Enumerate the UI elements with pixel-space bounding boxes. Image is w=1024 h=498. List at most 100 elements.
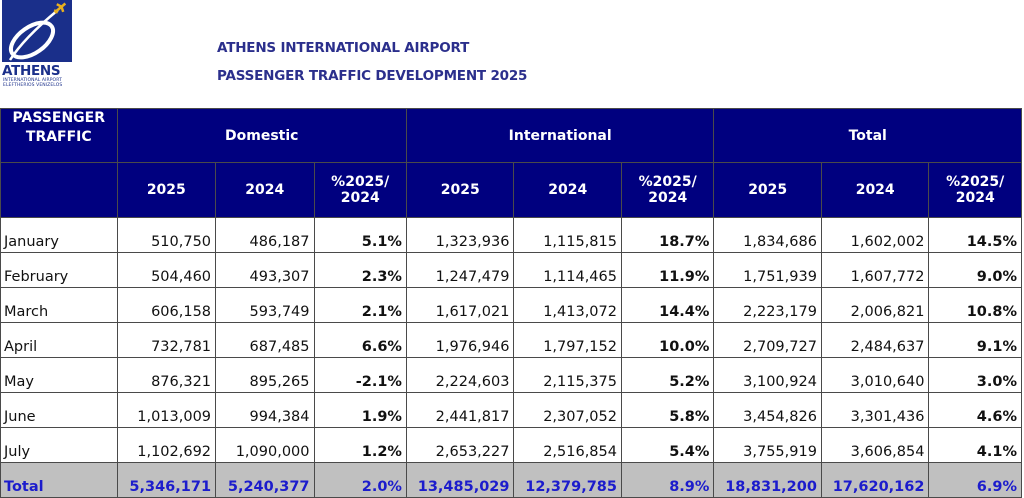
- international-2024-cell: 2,516,854: [513, 427, 622, 463]
- total-2025-cell: 3,755,919: [713, 427, 822, 463]
- group-header-row: PASSENGER TRAFFIC Domestic International…: [0, 108, 1022, 163]
- international-2025-cell: 1,247,479: [405, 252, 515, 288]
- total-2025-cell: 2,709,727: [713, 322, 822, 358]
- sub-header-row: 2025 2024 %2025/ 2024 2025 2024 %2025/ 2…: [0, 162, 1022, 218]
- table-row: June 1,013,009 994,384 1.9% 2,441,817 2,307,0…: [0, 392, 1022, 428]
- international-change-cell: 18.7%: [620, 217, 715, 253]
- total-2024-cell: 3,301,436: [820, 392, 930, 428]
- domestic-2024-cell: 687,485: [215, 322, 315, 358]
- total-2025-cell: 1,751,939: [713, 252, 822, 288]
- month-cell: Total: [0, 462, 118, 498]
- domestic-2025-cell: 606,158: [116, 287, 217, 323]
- domestic-2024-cell: 895,265: [215, 357, 315, 393]
- total-row: Total 5,346,171 5,240,377 2.0% 13,485,029 12,…: [0, 462, 1022, 498]
- sub-header-empty: [0, 162, 118, 218]
- group-header-domestic: Domestic: [116, 108, 407, 163]
- domestic-change-cell: -2.1%: [313, 357, 407, 393]
- domestic-2024-cell: 486,187: [215, 217, 315, 253]
- total-change-cell: 9.1%: [928, 322, 1022, 358]
- sub-header-international-2024: 2024: [513, 162, 622, 218]
- sub-header-total-2024: 2024: [820, 162, 930, 218]
- domestic-2025-cell: 504,460: [116, 252, 217, 288]
- table-row: April 732,781 687,485 6.6% 1,976,946 1,797,15…: [0, 322, 1022, 358]
- table-row: March 606,158 593,749 2.1% 1,617,021 1,413,07…: [0, 287, 1022, 323]
- domestic-2025-cell: 1,102,692: [116, 427, 217, 463]
- month-cell: April: [0, 322, 118, 358]
- corner-header: PASSENGER TRAFFIC: [0, 108, 118, 163]
- month-cell: March: [0, 287, 118, 323]
- total-2024-cell: 17,620,162: [820, 462, 930, 498]
- sub-header-domestic-pct: %2025/ 2024: [313, 162, 407, 218]
- passenger-traffic-table: PASSENGER TRAFFIC Domestic International…: [0, 108, 1022, 498]
- domestic-2024-cell: 994,384: [215, 392, 315, 428]
- total-change-cell: 10.8%: [928, 287, 1022, 323]
- domestic-2025-cell: 732,781: [116, 322, 217, 358]
- domestic-change-cell: 5.1%: [313, 217, 407, 253]
- total-2025-cell: 3,100,924: [713, 357, 822, 393]
- month-cell: February: [0, 252, 118, 288]
- domestic-change-cell: 2.0%: [313, 462, 407, 498]
- international-change-cell: 14.4%: [620, 287, 715, 323]
- table-row: May 876,321 895,265 -2.1% 2,224,603 2,115,375…: [0, 357, 1022, 393]
- total-2025-cell: 1,834,686: [713, 217, 822, 253]
- total-2024-cell: 2,484,637: [820, 322, 930, 358]
- total-change-cell: 14.5%: [928, 217, 1022, 253]
- international-2024-cell: 1,115,815: [513, 217, 622, 253]
- total-change-cell: 3.0%: [928, 357, 1022, 393]
- sub-header-international-pct: %2025/ 2024: [620, 162, 715, 218]
- international-change-cell: 11.9%: [620, 252, 715, 288]
- international-2024-cell: 12,379,785: [513, 462, 622, 498]
- domestic-2025-cell: 1,013,009: [116, 392, 217, 428]
- sub-header-domestic-2025: 2025: [116, 162, 217, 218]
- sub-header-domestic-2024: 2024: [215, 162, 315, 218]
- domestic-change-cell: 1.2%: [313, 427, 407, 463]
- domestic-2024-cell: 1,090,000: [215, 427, 315, 463]
- total-2024-cell: 1,602,002: [820, 217, 930, 253]
- table-row: February 504,460 493,307 2.3% 1,247,479 1,114…: [0, 252, 1022, 288]
- international-2024-cell: 2,115,375: [513, 357, 622, 393]
- domestic-change-cell: 1.9%: [313, 392, 407, 428]
- total-2025-cell: 18,831,200: [713, 462, 822, 498]
- international-change-cell: 5.8%: [620, 392, 715, 428]
- international-2025-cell: 13,485,029: [405, 462, 515, 498]
- international-2024-cell: 1,114,465: [513, 252, 622, 288]
- domestic-change-cell: 2.1%: [313, 287, 407, 323]
- international-2025-cell: 1,323,936: [405, 217, 515, 253]
- month-cell: June: [0, 392, 118, 428]
- group-header-total: Total: [713, 108, 1022, 163]
- domestic-2025-cell: 510,750: [116, 217, 217, 253]
- international-change-cell: 5.2%: [620, 357, 715, 393]
- domestic-2025-cell: 5,346,171: [116, 462, 217, 498]
- sub-header-international-2025: 2025: [405, 162, 515, 218]
- domestic-change-cell: 6.6%: [313, 322, 407, 358]
- total-2024-cell: 3,010,640: [820, 357, 930, 393]
- month-cell: May: [0, 357, 118, 393]
- domestic-2025-cell: 876,321: [116, 357, 217, 393]
- sub-header-total-pct: %2025/ 2024: [928, 162, 1022, 218]
- athens-airport-logo: ATHENS INTERNATIONAL AIRPORT ELEFTHERIOS…: [2, 0, 72, 92]
- total-change-cell: 6.9%: [928, 462, 1022, 498]
- domestic-2024-cell: 493,307: [215, 252, 315, 288]
- domestic-change-cell: 2.3%: [313, 252, 407, 288]
- total-change-cell: 4.6%: [928, 392, 1022, 428]
- month-cell: January: [0, 217, 118, 253]
- total-change-cell: 9.0%: [928, 252, 1022, 288]
- table-row: January 510,750 486,187 5.1% 1,323,936 1,115,…: [0, 217, 1022, 253]
- international-change-cell: 10.0%: [620, 322, 715, 358]
- sub-header-total-2025: 2025: [713, 162, 822, 218]
- total-2024-cell: 3,606,854: [820, 427, 930, 463]
- total-2024-cell: 1,607,772: [820, 252, 930, 288]
- month-cell: July: [0, 427, 118, 463]
- table-body: January 510,750 486,187 5.1% 1,323,936 1,115,…: [0, 217, 1022, 498]
- international-2025-cell: 1,617,021: [405, 287, 515, 323]
- logo-subtitle-line1: INTERNATIONAL AIRPORT: [3, 78, 62, 83]
- international-change-cell: 8.9%: [620, 462, 715, 498]
- international-2025-cell: 2,224,603: [405, 357, 515, 393]
- international-2025-cell: 2,441,817: [405, 392, 515, 428]
- international-2024-cell: 2,307,052: [513, 392, 622, 428]
- international-2024-cell: 1,413,072: [513, 287, 622, 323]
- total-change-cell: 4.1%: [928, 427, 1022, 463]
- total-2025-cell: 3,454,826: [713, 392, 822, 428]
- total-2025-cell: 2,223,179: [713, 287, 822, 323]
- domestic-2024-cell: 5,240,377: [215, 462, 315, 498]
